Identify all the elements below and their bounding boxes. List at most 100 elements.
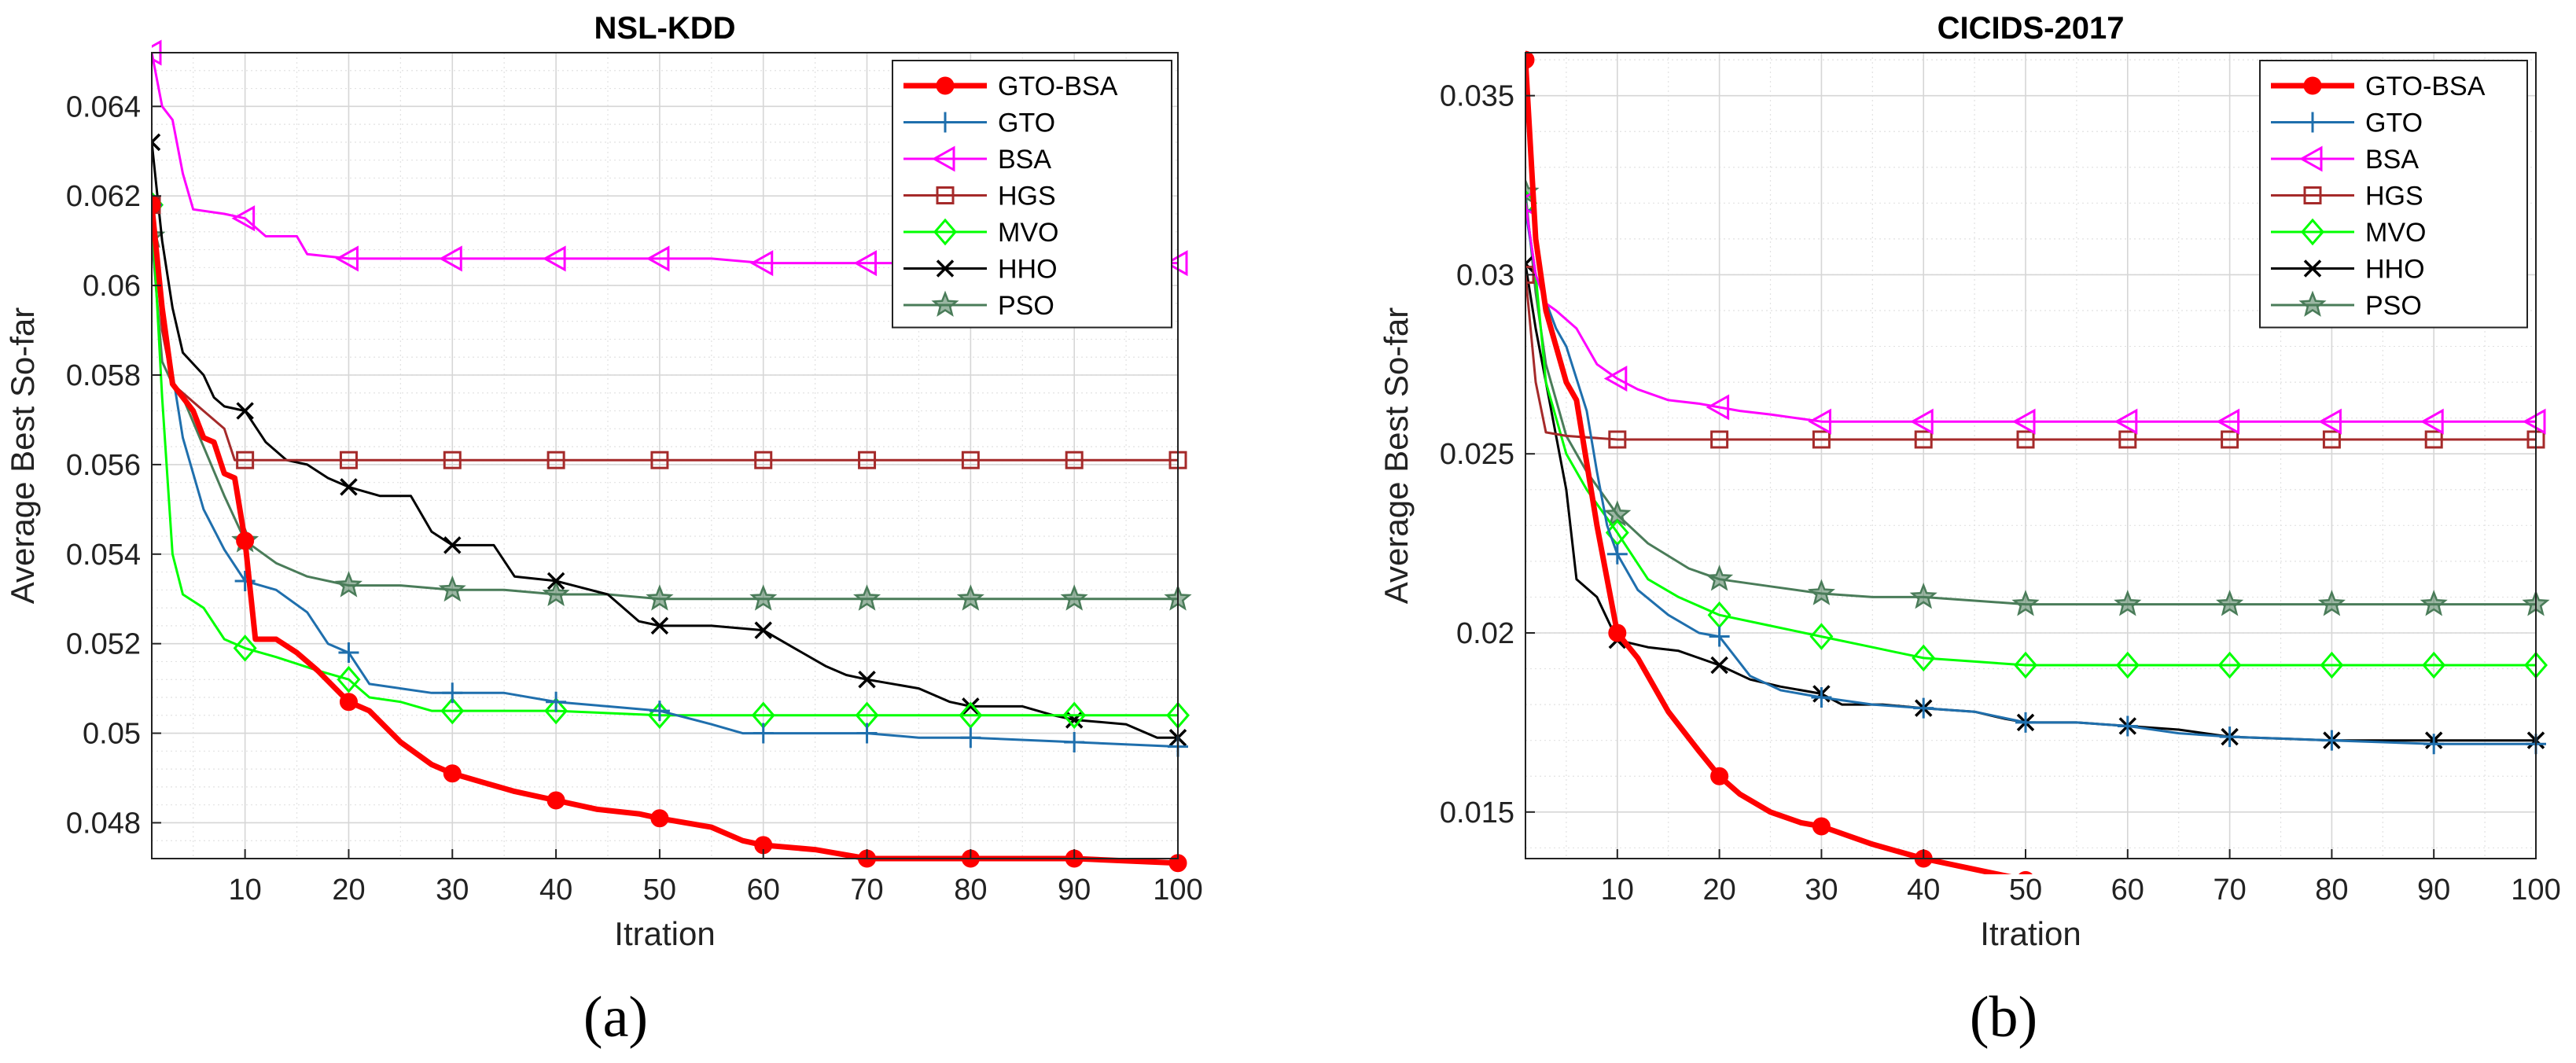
marker-2-3: [1808, 408, 1831, 435]
marker-3-2: [339, 451, 358, 469]
legend-label-hgs: HGS: [998, 182, 1056, 211]
marker-5-3: [443, 536, 462, 554]
marker-0-1: [1608, 623, 1627, 642]
chart-title: NSL-KDD: [594, 11, 736, 46]
marker-4-3: [1809, 623, 1834, 650]
y-tick-label: 0.05: [83, 718, 141, 751]
y-tick-label: 0.048: [66, 807, 141, 840]
y-tick-label: 0.025: [1440, 438, 1514, 471]
x-tick-label: 70: [2213, 874, 2246, 907]
marker-1-9: [1064, 731, 1085, 752]
marker-legend-0: [2303, 76, 2322, 95]
x-tick-label: 90: [1058, 874, 1091, 907]
marker-6-6: [2114, 590, 2142, 616]
x-tick-label: 40: [1907, 874, 1940, 907]
marker-2-3: [439, 245, 462, 272]
marker-legend-6: [2298, 290, 2327, 317]
marker-3-1: [1608, 430, 1627, 449]
x-tick-label: 10: [1601, 874, 1634, 907]
legend-label-gto: GTO: [998, 109, 1055, 138]
marker-6-8: [956, 584, 984, 611]
series-line-gto: [152, 204, 1179, 749]
marker-0-4: [546, 791, 565, 810]
series-line-pso: [1525, 192, 2536, 606]
axes-box: [151, 52, 1179, 859]
series-line-bsa: [1525, 203, 2536, 423]
series-hho: [152, 133, 1187, 747]
y-axis-label: Average Best So-far: [4, 307, 41, 604]
x-tick-label: 30: [1805, 874, 1838, 907]
y-tick-label: 0.064: [66, 90, 141, 123]
marker-3-6: [754, 451, 773, 469]
legend-label-bsa: BSA: [998, 145, 1051, 175]
marker-1-6: [753, 723, 774, 744]
marker-0-3: [443, 764, 462, 783]
marker-legend-6: [931, 290, 959, 317]
marker-2-6: [2114, 408, 2138, 435]
marker-6-4: [542, 579, 570, 606]
x-tick-label: 10: [228, 874, 261, 907]
marker-3-5: [2016, 430, 2035, 449]
marker-2-4: [543, 245, 566, 272]
marker-4-4: [1912, 644, 1936, 672]
marker-5-8: [962, 697, 980, 715]
x-tick-label: 50: [643, 874, 676, 907]
series-line-mvo: [152, 204, 1178, 717]
marker-2-4: [1910, 408, 1934, 435]
marker-1-4: [1913, 697, 1934, 719]
marker-0-2: [339, 693, 358, 712]
x-tick-label: 50: [2009, 874, 2042, 907]
marker-legend-1: [2302, 112, 2323, 133]
marker-legend-5: [936, 259, 955, 278]
marker-0-2: [1710, 767, 1729, 785]
x-tick-label: 60: [2111, 874, 2144, 907]
x-tick-label: 60: [747, 874, 780, 907]
marker-2-2: [1706, 394, 1730, 421]
y-tick-label: 0.03: [1456, 259, 1514, 292]
marker-legend-3: [2303, 186, 2322, 204]
marker-legend-4: [933, 218, 957, 246]
legend: GTO-BSA GTO BSA HGS MVO HHO PSO: [2259, 60, 2528, 329]
y-tick-label: 0.062: [66, 180, 141, 213]
legend-label-gto-bsa: GTO-BSA: [998, 72, 1118, 101]
marker-3-8: [961, 451, 980, 469]
marker-4-8: [2320, 651, 2344, 679]
y-tick-label: 0.015: [1440, 796, 1514, 829]
marker-3-9: [2424, 430, 2443, 449]
marker-6-7: [2216, 590, 2244, 616]
panel-label-a: (a): [583, 985, 648, 1050]
marker-2-5: [646, 245, 670, 272]
marker-5-0: [152, 133, 161, 152]
marker-3-3: [443, 451, 462, 469]
legend-label-mvo: MVO: [998, 218, 1058, 248]
marker-6-7: [853, 584, 881, 611]
marker-5-2: [340, 478, 358, 496]
marker-5-4: [546, 572, 565, 590]
marker-3-7: [858, 451, 877, 469]
marker-5-6: [754, 621, 772, 639]
marker-2-1: [1603, 365, 1628, 392]
marker-3-3: [1812, 430, 1831, 449]
marker-3-2: [1710, 430, 1729, 449]
series-line-pso: [152, 236, 1178, 601]
marker-legend-5: [2303, 259, 2322, 278]
marker-3-7: [2221, 430, 2239, 449]
marker-legend-2: [931, 145, 955, 172]
series-gto: [1525, 200, 2546, 755]
y-tick-label: 0.052: [66, 628, 141, 661]
x-tick-label: 80: [2315, 874, 2348, 907]
marker-0-3: [1812, 817, 1831, 836]
x-tick-label: 20: [332, 874, 365, 907]
x-tick-label: 80: [954, 874, 987, 907]
y-tick-label: 0.035: [1440, 80, 1514, 113]
marker-0-1: [236, 532, 255, 550]
marker-1-9: [2423, 734, 2445, 755]
marker-3-8: [2322, 430, 2341, 449]
panel-a-nsl-kdd: 10 20 30 40 50 60 70 80 90 100 0.048 0.05 0.052 0.054…: [4, 11, 1203, 952]
legend-box: [892, 60, 1172, 329]
marker-5-7: [858, 670, 876, 689]
marker-4-2: [337, 665, 361, 693]
marker-6-2: [1706, 565, 1734, 591]
series-line-bsa: [152, 52, 1178, 265]
